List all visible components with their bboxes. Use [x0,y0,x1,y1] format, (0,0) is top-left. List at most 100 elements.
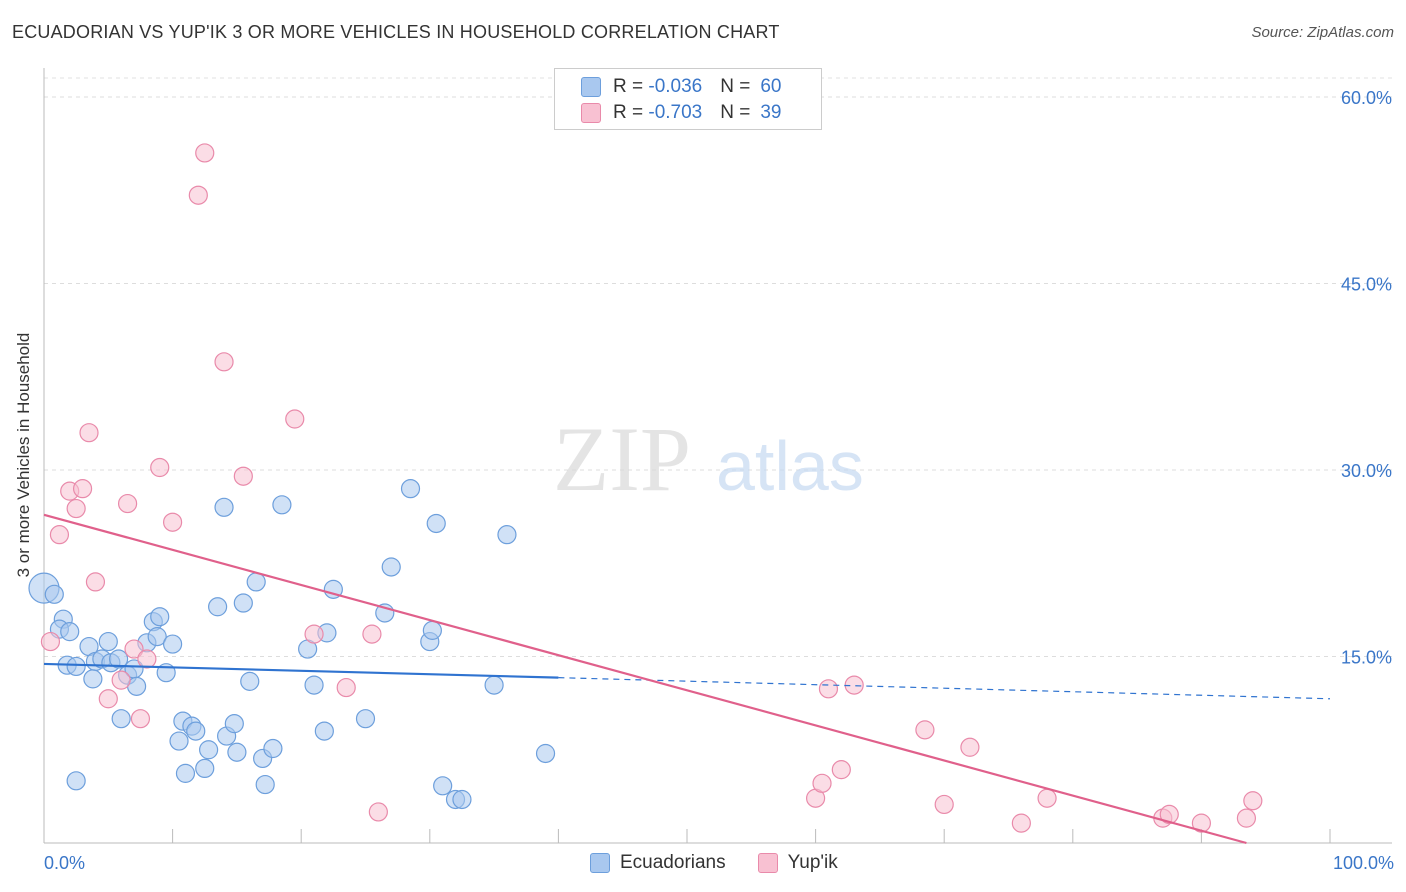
ecuadorians-point [314,721,334,741]
legend-r-label: R = [613,76,649,97]
ecuadorians-trend-extension [558,677,1331,700]
yupik-point [117,493,138,514]
yupik-point [915,720,935,740]
ecuadorians-point [60,622,80,642]
yupik-point [72,479,93,499]
watermark-zip: ZIP [553,408,691,510]
ecuadorians-point [66,771,86,791]
ecuadorians-point [208,597,228,617]
ecuadorians-point [214,497,234,517]
legend-label-ecuadorians: Ecuadorians [620,852,726,873]
legend-n-value: 39 [760,102,782,123]
ecuadorians-point [224,714,244,734]
legend-swatch-yupik [757,853,778,873]
yupik-point [1243,791,1263,811]
ecuadorians-point [111,709,131,729]
ecuadorians-point [147,627,167,647]
ecuadorians-point [497,525,517,545]
legend-r-label: R = [613,102,649,123]
legend-label-yupik: Yup'ik [787,852,838,873]
legend-n-value: 60 [760,76,782,97]
yupik-point [150,457,170,478]
yupik-point [1236,808,1257,828]
y-tick-label: 60.0% [1341,88,1392,108]
yupik-point [163,512,183,532]
yupik-point [368,802,388,822]
ecuadorians-point [272,495,292,515]
yupik-point [49,525,70,545]
ecuadorians-point [66,656,86,677]
ecuadorians-point [355,709,376,729]
ecuadorians-point [83,669,103,689]
yupik-point [1159,804,1179,825]
legend-r-value: -0.703 [648,102,703,123]
yupik-point [285,409,305,429]
legend-n-label: N = [720,76,751,97]
watermark-atlas: atlas [716,427,864,505]
yupik-point [188,185,208,205]
x-tick-label: 0.0% [44,853,85,873]
yupik-point [233,466,253,486]
yupik-point [66,498,86,519]
legend-n-label: N = [720,102,751,123]
yupik-point [934,794,954,815]
yupik-point [336,677,356,698]
ecuadorians-point [246,572,266,592]
legend-swatch-yupik [581,103,601,123]
ecuadorians-point [199,740,219,760]
ecuadorians-point [108,649,129,669]
yupik-point [85,572,106,592]
ecuadorians-point [175,763,196,783]
y-tick-label: 15.0% [1341,648,1392,668]
ecuadorians-point [484,675,504,695]
ecuadorians-point [255,774,275,795]
legend-row-ecuadorians: R = -0.036 N = 60 [581,75,782,99]
legend-row-yupik: R = -0.703 N = 39 [581,101,782,125]
yupik-point [79,423,99,443]
yupik-point [304,624,324,644]
ecuadorians-point [263,738,283,759]
yupik-point [124,639,144,659]
yupik-point [130,709,151,729]
ecuadorians-point [433,776,453,796]
x-tick-label: 100.0% [1333,853,1394,873]
ecuadorians-point [422,620,442,640]
yupik-point [137,649,157,669]
ecuadorians-point [98,631,118,652]
yupik-point [40,631,61,652]
ecuadorians-point [426,513,446,534]
yupik-point [812,773,832,793]
yupik-point [111,670,131,690]
source-credit: Source: ZipAtlas.com [1251,24,1394,41]
yupik-point [960,737,980,757]
yupik-point [214,352,234,372]
yupik-trend-line [43,513,1247,845]
correlation-legend: R = -0.036 N = 60 R = -0.703 N = 39 [554,68,822,130]
yupik-point [1037,788,1057,808]
ecuadorians-point [163,634,183,654]
ecuadorians-point [227,742,247,762]
ecuadorians-point [44,584,64,604]
y-tick-label: 45.0% [1341,275,1392,295]
ecuadorians-point [304,675,324,695]
yupik-point [195,143,215,163]
legend-swatch-ecuadorians [581,77,601,97]
chart-title: ECUADORIAN VS YUP'IK 3 OR MORE VEHICLES … [12,22,780,42]
ecuadorians-point [233,593,253,613]
legend-r-value: -0.036 [648,76,703,97]
ecuadorians-point [452,789,472,810]
yupik-point [362,624,382,644]
ecuadorians-point [240,671,260,691]
yupik-point [98,689,118,709]
yupik-point [1011,813,1031,833]
ecuadorians-point [169,731,189,751]
yupik-point [1191,813,1212,833]
ecuadorians-point [195,758,215,779]
ecuadorians-trend-line [43,662,559,679]
legend-item-yupik: Yup'ik [757,852,838,874]
yupik-point [818,679,839,699]
yupik-point [831,760,851,780]
y-tick-label: 30.0% [1341,461,1392,481]
series-legend: Ecuadorians Yup'ik [590,852,870,874]
